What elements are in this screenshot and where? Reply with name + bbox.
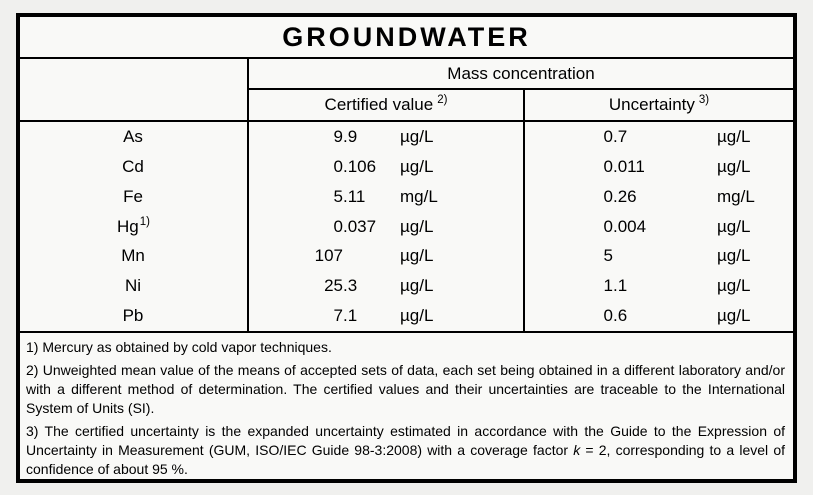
uncertainty-cell: 1.1 µg/L <box>525 271 793 301</box>
table-body: As 9.9 µg/L 0.7 µg/L Cd 0.106 µg/L 0.011 µg/… <box>20 122 793 332</box>
uncertainty-unit: µg/L <box>717 306 751 326</box>
table-row-hg: Hg 1) 0.037 µg/L 0.004 µg/L <box>20 211 793 242</box>
certified-value-int: 25 <box>324 276 343 296</box>
uncertainty-unit: µg/L <box>717 126 751 146</box>
certified-value-int: 9 <box>333 126 343 146</box>
element-symbol: Ni <box>124 276 142 296</box>
certified-value-int: 0 <box>333 216 343 236</box>
uncertainty-int: 0 <box>603 156 613 176</box>
uncertainty-cell: 0.6 µg/L <box>525 301 793 331</box>
certified-value-unit: µg/L <box>400 126 434 146</box>
certified-value-frac: .9 <box>343 126 358 146</box>
group-header-mass-concentration: Mass concentration <box>249 59 793 90</box>
certified-value-frac: .3 <box>343 276 358 296</box>
table-row-cd: Cd 0.106 µg/L 0.011 µg/L <box>20 151 793 182</box>
element-cell: Hg 1) <box>20 211 249 242</box>
certified-value-int: 107 <box>314 246 343 266</box>
element-cell: Mn <box>20 241 249 272</box>
element-symbol: Hg <box>117 216 139 236</box>
uncertainty-cell: 0.7 µg/L <box>525 122 793 152</box>
element-symbol: As <box>123 126 143 146</box>
uncertainty-frac: .26 <box>613 186 637 206</box>
footnote-3-text: 3) The certified uncertainty is the expa… <box>26 423 785 458</box>
table-header: Mass concentration Certified value 2) Un… <box>20 59 793 122</box>
sub-header-row: Certified value 2) Uncertainty 3) <box>249 90 793 120</box>
certified-value-frac: .037 <box>343 216 377 236</box>
certified-value-unit: µg/L <box>400 246 434 266</box>
uncertainty-unit: µg/L <box>717 276 751 296</box>
uncertainty-int: 5 <box>603 246 613 266</box>
certified-value-unit: µg/L <box>400 156 434 176</box>
certified-value-int: 0 <box>333 156 343 176</box>
element-symbol: Cd <box>122 156 144 176</box>
element-cell: Ni <box>20 271 249 302</box>
certified-value-cell: 0.106 µg/L <box>249 151 525 182</box>
uncertainty-frac: .1 <box>613 276 628 296</box>
element-symbol: Mn <box>121 246 145 266</box>
certified-value-cell: 9.9 µg/L <box>249 122 525 152</box>
uncertainty-frac: .6 <box>613 306 628 326</box>
uncertainty-frac: .004 <box>613 216 647 236</box>
table-row-ni: Ni 25.3 µg/L 1.1 µg/L <box>20 271 793 302</box>
certified-value-unit: µg/L <box>400 306 434 326</box>
element-symbol: Fe <box>123 186 143 206</box>
coverage-factor-k: k <box>573 442 581 458</box>
certified-value-unit: µg/L <box>400 216 434 236</box>
footnote-ref-3: 3) <box>698 94 710 106</box>
uncertainty-int: 0 <box>603 306 613 326</box>
certified-value-frac: .106 <box>343 156 377 176</box>
certified-value-cell: 7.1 µg/L <box>249 301 525 332</box>
mass-concentration-header-group: Mass concentration Certified value 2) Un… <box>249 59 793 120</box>
uncertainty-cell: 0.26 mg/L <box>525 182 793 212</box>
column-header-uncertainty: Uncertainty 3) <box>525 90 793 120</box>
certified-value-frac: .11 <box>343 186 366 206</box>
uncertainty-int: 0 <box>603 216 613 236</box>
uncertainty-frac: .7 <box>613 126 628 146</box>
uncertainty-cell: 0.004 µg/L <box>525 212 793 242</box>
uncertainty-unit: µg/L <box>717 246 751 266</box>
uncertainty-int: 1 <box>603 276 613 296</box>
table-row-pb: Pb 7.1 µg/L 0.6 µg/L <box>20 301 793 332</box>
uncertainty-unit: mg/L <box>717 186 755 206</box>
footnote-3-text-end: = 2, corresponding to a level of confide… <box>26 442 785 477</box>
empty-header-cell <box>20 59 249 120</box>
column-header-certified-value: Certified value 2) <box>249 90 525 120</box>
footnote-1: 1) Mercury as obtained by cold vapor tec… <box>26 339 332 355</box>
footnotes-section: 1) Mercury as obtained by cold vapor tec… <box>20 331 793 482</box>
certified-value-unit: mg/L <box>400 186 438 206</box>
element-footnote-ref: 1) <box>139 215 150 228</box>
certified-value-label: Certified value <box>324 95 434 114</box>
uncertainty-cell: 0.011 µg/L <box>525 152 793 182</box>
footnote-2: 2) Unweighted mean value of the means of… <box>26 362 785 416</box>
certified-value-cell: 107 µg/L <box>249 241 525 272</box>
footnote-ref-2: 2) <box>437 94 448 106</box>
element-cell: Pb <box>20 301 249 332</box>
uncertainty-int: 0 <box>603 186 613 206</box>
element-cell: As <box>20 122 249 152</box>
certified-value-cell: 0.037 µg/L <box>249 211 525 242</box>
certified-value-unit: µg/L <box>400 276 434 296</box>
groundwater-table: GROUNDWATER Mass concentration Certified… <box>16 13 797 483</box>
certified-value-cell: 25.3 µg/L <box>249 271 525 302</box>
certified-value-int: 7 <box>333 306 343 326</box>
table-title: GROUNDWATER <box>20 17 793 59</box>
footnote-3: 3) The certified uncertainty is the expa… <box>26 422 785 479</box>
uncertainty-int: 0 <box>603 126 613 146</box>
element-cell: Fe <box>20 181 249 212</box>
uncertainty-cell: 5 µg/L <box>525 241 793 271</box>
uncertainty-unit: µg/L <box>717 216 751 236</box>
table-row-fe: Fe 5.11 mg/L 0.26 mg/L <box>20 181 793 212</box>
certified-value-int: 5 <box>333 186 343 206</box>
element-cell: Cd <box>20 151 249 182</box>
table-row-mn: Mn 107 µg/L 5 µg/L <box>20 241 793 272</box>
uncertainty-label: Uncertainty <box>608 95 695 114</box>
certified-value-cell: 5.11 mg/L <box>249 181 525 212</box>
element-symbol: Pb <box>122 306 144 326</box>
table-row-as: As 9.9 µg/L 0.7 µg/L <box>20 122 793 152</box>
uncertainty-unit: µg/L <box>717 156 751 176</box>
certified-value-frac: .1 <box>343 306 358 326</box>
uncertainty-frac: .011 <box>613 156 645 176</box>
